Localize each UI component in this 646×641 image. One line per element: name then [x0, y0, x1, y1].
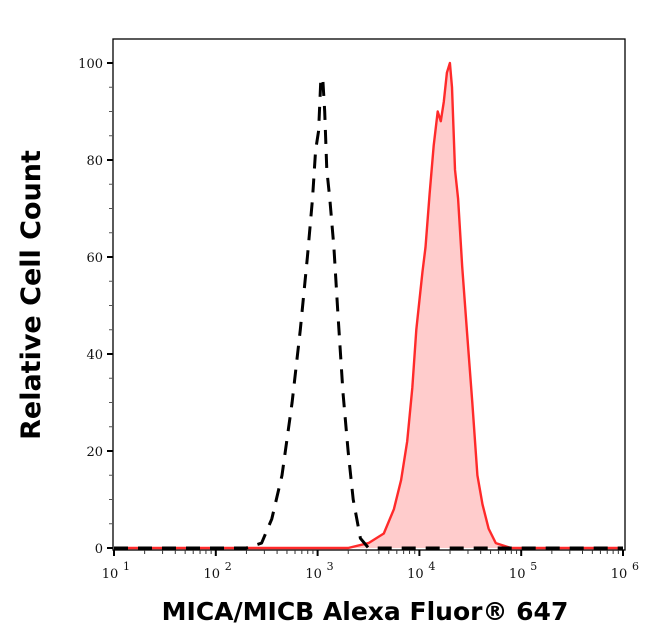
plot-frame: [112, 38, 626, 551]
isotype-control-line: [114, 76, 623, 550]
plot-border: [112, 38, 626, 551]
y-tick-label: 100: [78, 57, 103, 72]
x-tick-exponent: 5: [530, 560, 537, 573]
x-tick-label: 10: [611, 567, 628, 582]
x-tick-label: 10: [407, 567, 424, 582]
y-tick-label: 40: [86, 348, 103, 363]
y-axis: 0 20 40 60 80 100: [78, 57, 113, 557]
y-tick-label: 60: [86, 251, 103, 266]
x-tick-exponent: 2: [225, 560, 232, 573]
x-tick-exponent: 4: [428, 560, 435, 573]
x-tick-label: 10: [509, 567, 526, 582]
y-axis-title: Relative Cell Count: [16, 150, 47, 440]
x-axis-title: MICA/MICB Alexa Fluor® 647: [162, 597, 569, 626]
x-tick-exponent: 6: [632, 560, 639, 573]
x-tick-label: 10: [204, 567, 221, 582]
y-tick-label: 80: [86, 154, 103, 169]
series-layer: [114, 61, 623, 550]
series-fill: [114, 63, 623, 548]
stained-sample-line: [114, 61, 623, 550]
x-tick-exponent: 3: [327, 560, 334, 573]
x-tick-label: 10: [102, 567, 119, 582]
y-tick-label: 20: [86, 445, 103, 460]
y-tick-label: 0: [95, 542, 103, 557]
x-axis: 10 1 10 2 10 3 10 4 10 5 10 6: [102, 550, 639, 582]
x-tick-label: 10: [305, 567, 322, 582]
x-tick-exponent: 1: [123, 560, 130, 573]
